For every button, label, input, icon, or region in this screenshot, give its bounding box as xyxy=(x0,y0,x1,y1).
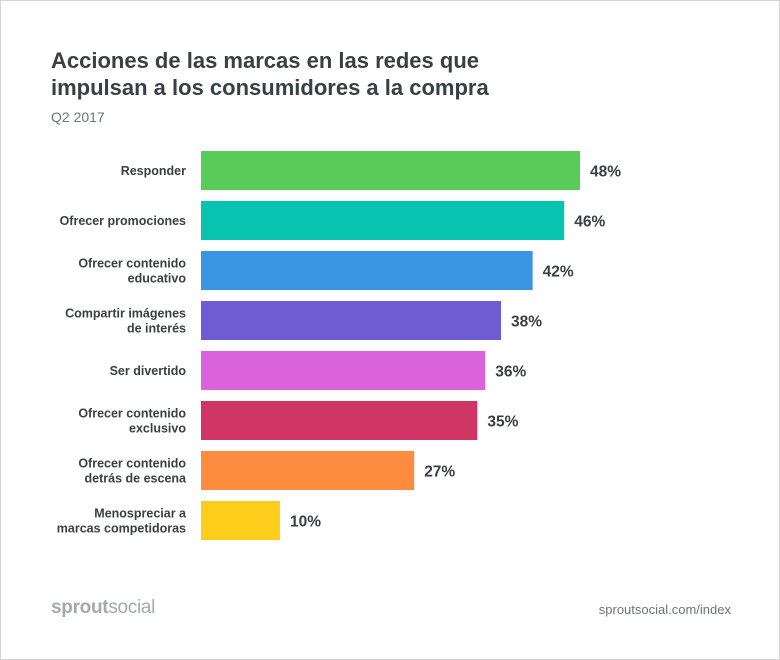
bar-1 xyxy=(201,151,580,190)
value-label-8: 10% xyxy=(290,514,321,531)
value-label-2: 46% xyxy=(574,214,605,231)
category-label-2: Ofrecer promociones xyxy=(60,214,186,228)
bar-8 xyxy=(201,501,280,540)
bar-2 xyxy=(201,201,565,240)
value-label-3: 42% xyxy=(543,264,574,281)
value-label-4: 38% xyxy=(511,314,542,331)
source-link[interactable]: sproutsocial.com/index xyxy=(598,602,731,617)
category-label-6: Ofrecer contenido exclusivo xyxy=(78,407,186,436)
chart-title: Acciones de las marcas en las redes que … xyxy=(51,48,489,100)
brand-logo-bold: sprout xyxy=(51,597,109,618)
value-label-5: 36% xyxy=(495,364,526,381)
value-label-6: 35% xyxy=(487,414,518,431)
chart-subtitle: Q2 2017 xyxy=(51,109,105,125)
bar-5 xyxy=(201,351,486,390)
category-label-4: Compartir imágenes de interés xyxy=(65,307,186,336)
brand-logo-light: social xyxy=(108,597,156,618)
category-label-1: Responder xyxy=(121,164,186,178)
brand-logo: sproutsocial xyxy=(51,597,155,619)
bar-3 xyxy=(201,251,533,290)
value-label-7: 27% xyxy=(424,464,455,481)
bar-6 xyxy=(201,401,478,440)
bar-7 xyxy=(201,451,415,490)
category-label-3: Ofrecer contenido educativo xyxy=(78,257,186,286)
category-label-8: Menospreciar a marcas competidoras xyxy=(57,507,187,536)
category-label-7: Ofrecer contenido detrás de escena xyxy=(78,457,187,486)
category-label-5: Ser divertido xyxy=(110,364,187,378)
bar-4 xyxy=(201,301,502,340)
value-label-1: 48% xyxy=(590,164,621,181)
